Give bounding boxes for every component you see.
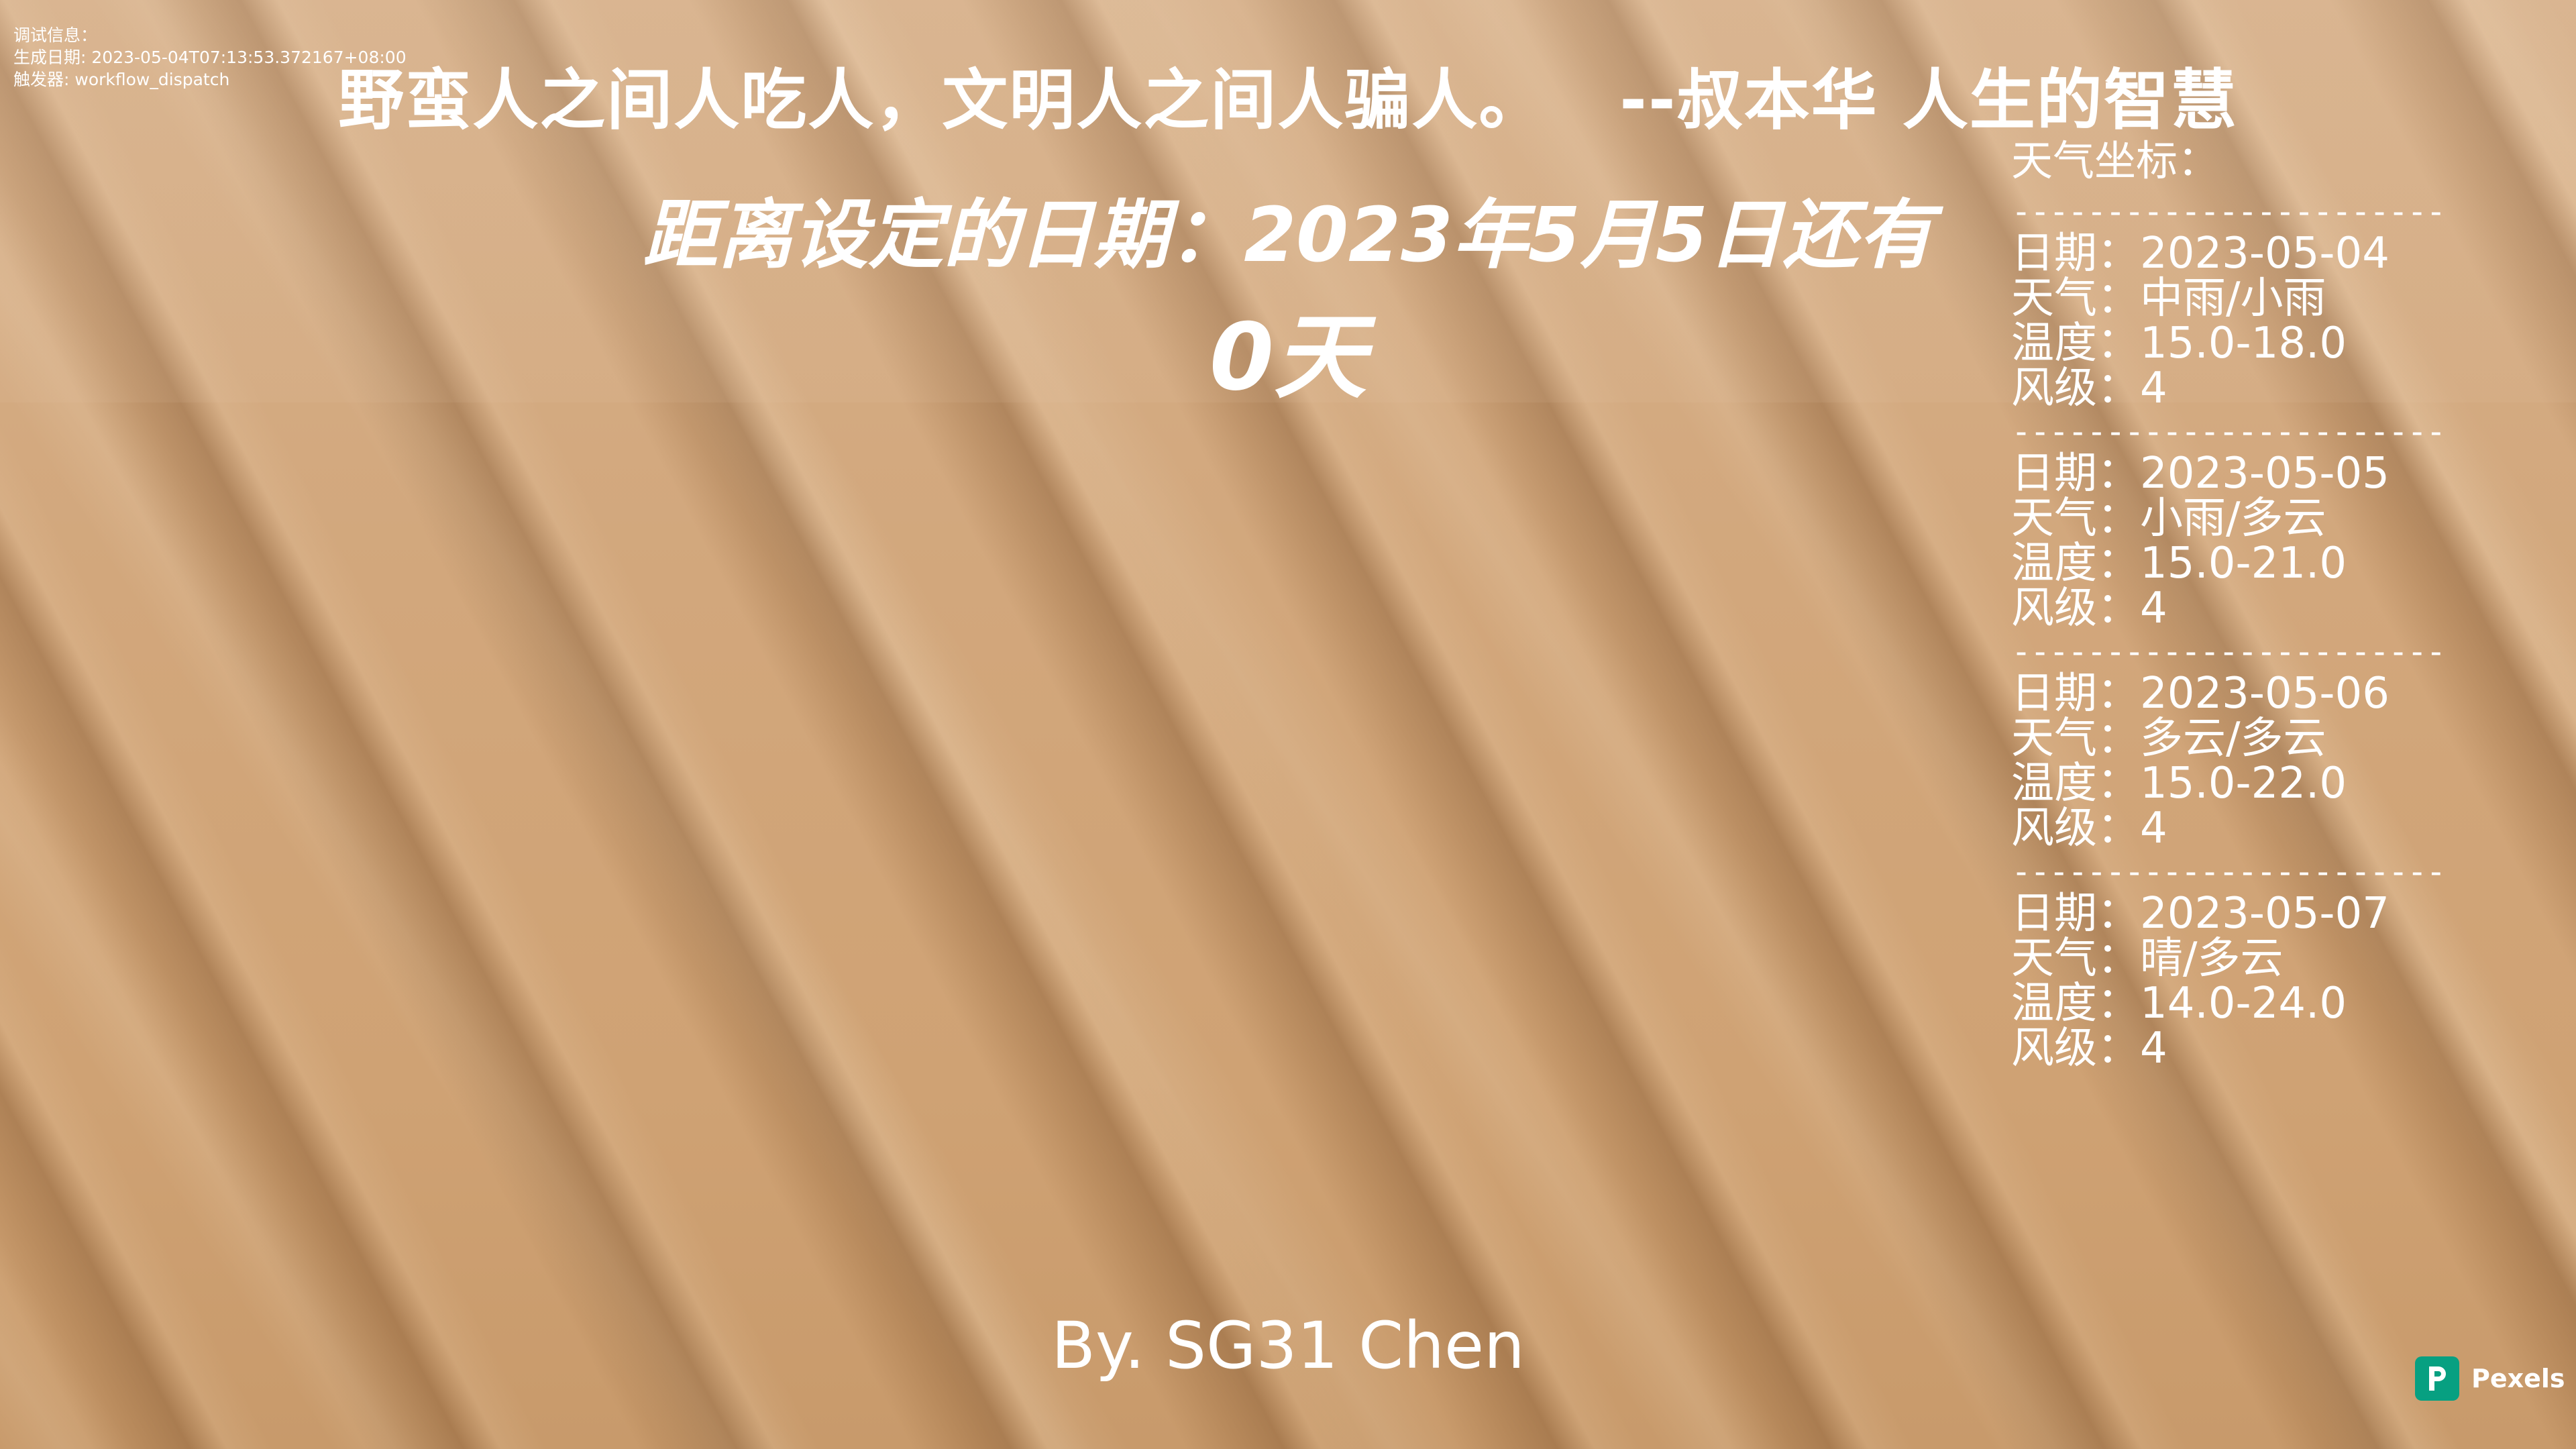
weather-condition-label: 天气 [2011, 934, 2097, 983]
weather-condition: 天气：晴/多云 [2011, 936, 2454, 981]
colon: ： [2097, 539, 2140, 588]
weather-condition-value: 晴/多云 [2140, 934, 2284, 983]
weather-panel: 天气坐标： ----------------------------------… [2011, 131, 2454, 1071]
weather-date-value: 2023-05-07 [2140, 889, 2390, 938]
weather-separator: ---------------------------------- [2011, 412, 2440, 451]
weather-temperature-label: 温度 [2011, 979, 2097, 1028]
weather-condition-value: 中雨/小雨 [2140, 274, 2326, 323]
weather-temperature-value: 15.0-22.0 [2140, 759, 2347, 808]
colon: ： [2097, 889, 2140, 938]
weather-condition-value: 多云/多云 [2140, 714, 2326, 763]
weather-wind-value: 4 [2140, 364, 2167, 413]
weather-wind: 风级：4 [2011, 1026, 2454, 1071]
quote-line: 野蛮人之间人吃人，文明人之间人骗人。 --叔本华 人生的智慧 [0, 47, 2576, 142]
weather-date-value: 2023-05-04 [2140, 229, 2390, 278]
debug-trigger-label: 触发器: [13, 70, 70, 89]
weather-wind: 风级：4 [2011, 366, 2454, 411]
debug-trigger-value: workflow_dispatch [74, 70, 230, 89]
debug-trigger: 触发器: workflow_dispatch [13, 68, 407, 91]
colon: ： [2097, 449, 2140, 498]
pexels-p-glyph [2429, 1366, 2446, 1391]
debug-label: 调试信息： [13, 25, 98, 45]
weather-wind-label: 风级 [2011, 584, 2097, 633]
weather-wind-label: 风级 [2011, 1024, 2097, 1073]
colon: ： [2097, 319, 2140, 368]
colon: ： [2097, 934, 2140, 983]
weather-wind-label: 风级 [2011, 364, 2097, 413]
colon: ： [2097, 494, 2140, 543]
weather-temperature: 温度：15.0-22.0 [2011, 761, 2454, 806]
weather-condition: 天气：中雨/小雨 [2011, 276, 2454, 321]
author-credit: By. SG31 Chen [1051, 1308, 1525, 1383]
weather-separator: ---------------------------------- [2011, 192, 2440, 231]
weather-condition-label: 天气 [2011, 274, 2097, 323]
weather-date-label: 日期 [2011, 669, 2097, 718]
quote-text: 野蛮人之间人吃人，文明人之间人骗人。 [338, 62, 1546, 139]
weather-date: 日期：2023-05-04 [2011, 231, 2454, 276]
weather-temperature-value: 14.0-24.0 [2140, 979, 2347, 1028]
weather-condition-value: 小雨/多云 [2140, 494, 2326, 543]
top-overlay [0, 0, 2576, 402]
colon: ： [2097, 274, 2140, 323]
colon: ： [2097, 584, 2140, 633]
weather-date-label: 日期 [2011, 229, 2097, 278]
weather-date-value: 2023-05-06 [2140, 669, 2390, 718]
countdown-days: 0天 [1209, 303, 1367, 411]
debug-generated-label: 生成日期: [13, 48, 87, 67]
weather-condition-label: 天气 [2011, 494, 2097, 543]
weather-wind: 风级：4 [2011, 806, 2454, 851]
weather-date: 日期：2023-05-07 [2011, 892, 2454, 936]
weather-date: 日期：2023-05-06 [2011, 672, 2454, 716]
debug-generated: 生成日期: 2023-05-04T07:13:53.372167+08:00 [13, 46, 407, 68]
quote-source: --叔本华 人生的智慧 [1619, 62, 2238, 139]
weather-day: ----------------------------------日期：202… [2011, 411, 2454, 631]
weather-condition: 天气：多云/多云 [2011, 716, 2454, 761]
weather-temperature: 温度：15.0-18.0 [2011, 321, 2454, 366]
weather-date-label: 日期 [2011, 449, 2097, 498]
weather-date: 日期：2023-05-05 [2011, 451, 2454, 496]
colon: ： [2097, 229, 2140, 278]
weather-temperature-label: 温度 [2011, 319, 2097, 368]
colon: ： [2097, 804, 2140, 853]
weather-condition-label: 天气 [2011, 714, 2097, 763]
weather-temperature-value: 15.0-21.0 [2140, 539, 2347, 588]
weather-day: ----------------------------------日期：202… [2011, 191, 2454, 411]
weather-title: 天气坐标： [2011, 136, 2220, 185]
weather-wind: 风级：4 [2011, 586, 2454, 631]
weather-condition: 天气：小雨/多云 [2011, 496, 2454, 541]
weather-temperature: 温度：14.0-24.0 [2011, 981, 2454, 1026]
weather-date-value: 2023-05-05 [2140, 449, 2390, 498]
colon: ： [2097, 979, 2140, 1028]
pexels-label: Pexels [2471, 1364, 2565, 1393]
weather-wind-value: 4 [2140, 804, 2167, 853]
weather-date-label: 日期 [2011, 889, 2097, 938]
weather-wind-value: 4 [2140, 584, 2167, 633]
weather-temperature-label: 温度 [2011, 759, 2097, 808]
weather-days: ----------------------------------日期：202… [2011, 191, 2454, 1071]
weather-day: ----------------------------------日期：202… [2011, 631, 2454, 851]
weather-wind-label: 风级 [2011, 804, 2097, 853]
weather-separator: ---------------------------------- [2011, 852, 2440, 891]
countdown-label: 距离设定的日期：2023年5月5日还有 [643, 192, 1933, 279]
colon: ： [2097, 364, 2140, 413]
colon: ： [2097, 1024, 2140, 1073]
weather-temperature-label: 温度 [2011, 539, 2097, 588]
weather-wind-value: 4 [2140, 1024, 2167, 1073]
colon: ： [2097, 759, 2140, 808]
weather-temperature-value: 15.0-18.0 [2140, 319, 2347, 368]
debug-generated-value: 2023-05-04T07:13:53.372167+08:00 [91, 48, 407, 67]
pexels-logo-icon [2415, 1356, 2459, 1401]
colon: ： [2097, 669, 2140, 718]
weather-separator: ---------------------------------- [2011, 632, 2440, 671]
colon: ： [2097, 714, 2140, 763]
pexels-watermark: Pexels [2415, 1356, 2565, 1401]
weather-day: ----------------------------------日期：202… [2011, 851, 2454, 1071]
weather-temperature: 温度：15.0-21.0 [2011, 541, 2454, 586]
debug-info: 调试信息： 生成日期: 2023-05-04T07:13:53.372167+0… [13, 24, 407, 91]
